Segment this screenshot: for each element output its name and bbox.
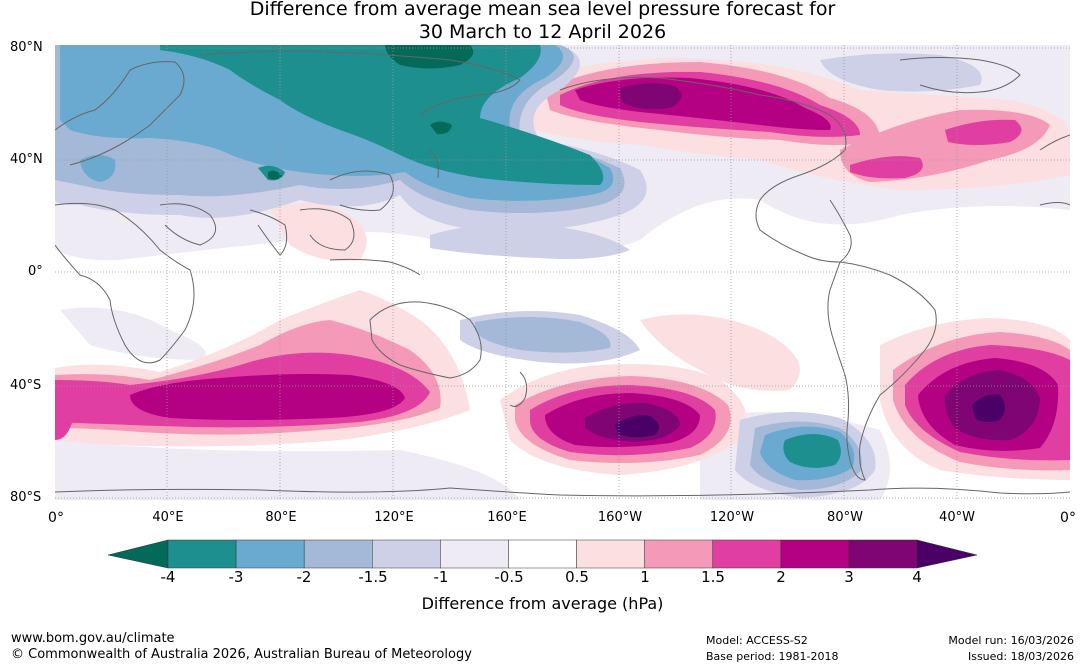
colorbar-tick: 2 xyxy=(776,568,786,586)
coastline-antarctica xyxy=(55,487,1070,497)
colorbar-tick: 1 xyxy=(640,568,650,586)
coastlines xyxy=(55,50,1070,497)
coastline-china xyxy=(329,170,394,211)
footer-url[interactable]: www.bom.gov.au/climate xyxy=(11,631,175,646)
anomaly-light-neg-sw xyxy=(60,307,206,360)
lat-label-0: 0° xyxy=(28,264,43,279)
lon-label-160e: 160°E xyxy=(487,510,527,525)
coastline-new-zealand xyxy=(509,371,528,407)
anomaly-field xyxy=(55,45,1070,500)
coastline-europe xyxy=(55,61,185,166)
coastline-indonesia xyxy=(329,258,421,276)
coastline-africa xyxy=(55,202,195,364)
colorbar-band xyxy=(576,539,645,569)
footer-base-period: Base period: 1981-2018 xyxy=(706,650,839,663)
lon-label-0-left: 0° xyxy=(48,510,64,526)
anomaly-max-pos-spacific xyxy=(615,415,659,438)
anomaly-min-neg-north-2 xyxy=(430,121,452,135)
colorbar-tick: -3 xyxy=(228,568,244,586)
title-line-1: Difference from average mean sea level p… xyxy=(249,0,836,20)
anomaly-magenta-pos-indian xyxy=(55,387,75,440)
anomaly-purple-pos-sindian xyxy=(130,374,405,420)
colorbar-tick: -4 xyxy=(160,568,176,586)
anomaly-min-neg-asia xyxy=(268,170,282,180)
colorbar-band xyxy=(644,539,713,569)
lon-label-40w: 40°W xyxy=(939,510,975,525)
coastline-russia-north xyxy=(199,50,521,116)
lat-label-40n: 40°N xyxy=(10,152,43,167)
anomaly-min-neg-north xyxy=(385,45,474,69)
anomaly-light-neg-south xyxy=(55,440,520,500)
anomaly-magenta-pos-natlantic-east xyxy=(945,119,1022,145)
footer-copyright: © Commonwealth of Australia 2026, Austra… xyxy=(11,647,472,662)
coastline-europe-east-edge xyxy=(1039,134,1070,151)
anomaly-pale-pos-asia xyxy=(270,202,367,261)
colorbar-tick: -0.5 xyxy=(494,568,524,586)
coastline-india xyxy=(249,209,288,256)
coastline-se-asia xyxy=(299,208,355,251)
colorbar-band xyxy=(372,539,441,569)
title-line-2: 30 March to 12 April 2026 xyxy=(418,21,667,43)
colorbar-band xyxy=(303,539,373,569)
coastline-australia xyxy=(369,301,482,379)
colorbar-band xyxy=(440,539,509,569)
lon-label-120w: 120°W xyxy=(709,510,755,525)
colorbar-high-arrow xyxy=(916,539,978,569)
anomaly-dark-purple-pos-npacific xyxy=(620,83,682,110)
anomaly-blue-grey-neg-south-pacific xyxy=(475,317,611,353)
colorbar-tick: 4 xyxy=(912,568,922,586)
lon-label-40e: 40°E xyxy=(152,510,184,525)
footer-model: Model: ACCESS-S2 xyxy=(706,634,808,647)
coastline-africa-east-edge xyxy=(1039,202,1070,206)
coastline-south-america xyxy=(827,261,937,481)
colorbar-tick: -1.5 xyxy=(358,568,388,586)
colorbar-tick: 1.5 xyxy=(701,568,725,586)
colorbar-tick: -1 xyxy=(433,568,449,586)
lon-label-80e: 80°E xyxy=(265,510,297,525)
lat-label-80n: 80°N xyxy=(10,40,43,55)
colorbar-tick: -2 xyxy=(296,568,312,586)
colorbar xyxy=(107,539,978,569)
colorbar-band xyxy=(848,539,918,569)
anomaly-teal-neg-north xyxy=(160,45,604,185)
map-title: Difference from average mean sea level p… xyxy=(0,0,1085,44)
colorbar-low-arrow xyxy=(107,539,169,569)
colorbar-tick: 0.5 xyxy=(565,568,589,586)
anomaly-blue-neg-asia xyxy=(80,155,116,182)
colorbar-band xyxy=(235,539,305,569)
anomaly-pale-pos-mid-pacific xyxy=(640,314,800,391)
lon-label-160w: 160°W xyxy=(597,510,643,525)
footer-issued: Issued: 18/03/2026 xyxy=(967,650,1074,663)
anomaly-teal-neg-south-ocean xyxy=(783,434,841,468)
anomaly-lavender-neg-pacific-n xyxy=(820,53,982,92)
colorbar-title: Difference from average (hPa) xyxy=(421,594,664,613)
coastline-japan xyxy=(429,149,439,179)
colorbar-band xyxy=(508,539,577,569)
anomaly-max-pos-satlantic xyxy=(972,394,1005,423)
graticule xyxy=(55,45,1070,500)
lon-label-120e: 120°E xyxy=(374,510,414,525)
lat-label-80s: 80°S xyxy=(10,490,42,505)
anomaly-magenta-pos-natlantic xyxy=(850,156,923,179)
colorbar-band xyxy=(780,539,850,569)
lon-label-0-right: 0° xyxy=(1060,510,1076,526)
colorbar-band xyxy=(712,539,782,569)
colorbar-tick: 3 xyxy=(844,568,854,586)
coastline-arabia xyxy=(159,203,217,246)
anomaly-lavender-neg-pacific xyxy=(430,223,630,259)
coastline-greenland xyxy=(899,57,1021,94)
footer-model-run: Model run: 16/03/2026 xyxy=(948,634,1074,647)
colorbar-band xyxy=(167,539,237,569)
lat-label-40s: 40°S xyxy=(10,378,42,393)
lon-label-80w: 80°W xyxy=(827,510,863,525)
